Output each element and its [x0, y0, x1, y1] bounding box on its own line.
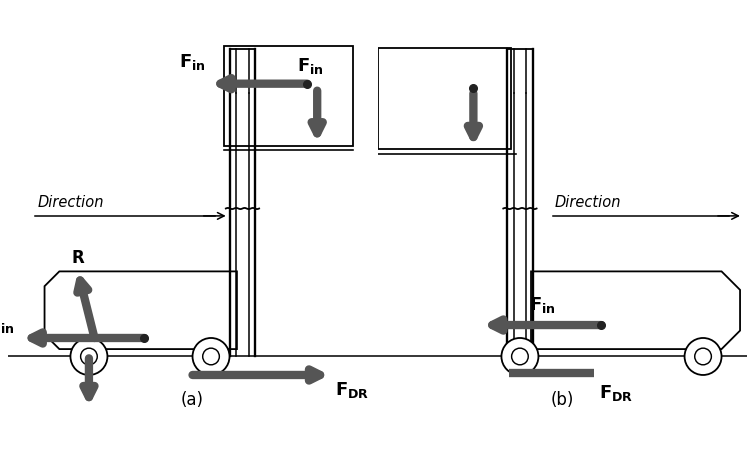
Text: $\mathbf{F_{in}}$: $\mathbf{F_{in}}$: [297, 56, 324, 76]
Circle shape: [695, 349, 711, 365]
Text: R: R: [72, 248, 85, 266]
Text: (a): (a): [181, 390, 204, 409]
Text: Direction: Direction: [555, 194, 621, 209]
Text: (b): (b): [551, 390, 574, 409]
Bar: [224, 46, 353, 147]
Circle shape: [193, 338, 230, 375]
Circle shape: [202, 349, 220, 365]
Text: Direction: Direction: [37, 194, 103, 209]
Circle shape: [512, 349, 528, 365]
Circle shape: [81, 349, 97, 365]
Text: $\mathbf{F_{in}}$: $\mathbf{F_{in}}$: [528, 294, 556, 314]
Circle shape: [685, 338, 722, 375]
Text: $\mathbf{F_{in}}$: $\mathbf{F_{in}}$: [0, 314, 15, 334]
Text: $\mathbf{F_{DR}}$: $\mathbf{F_{DR}}$: [599, 382, 633, 402]
Text: $\mathbf{F_{DR}}$: $\mathbf{F_{DR}}$: [335, 379, 369, 399]
Circle shape: [70, 338, 107, 375]
Circle shape: [501, 338, 538, 375]
Text: $\mathbf{F_{in}}$: $\mathbf{F_{in}}$: [179, 51, 205, 71]
Bar: [378, 49, 510, 150]
